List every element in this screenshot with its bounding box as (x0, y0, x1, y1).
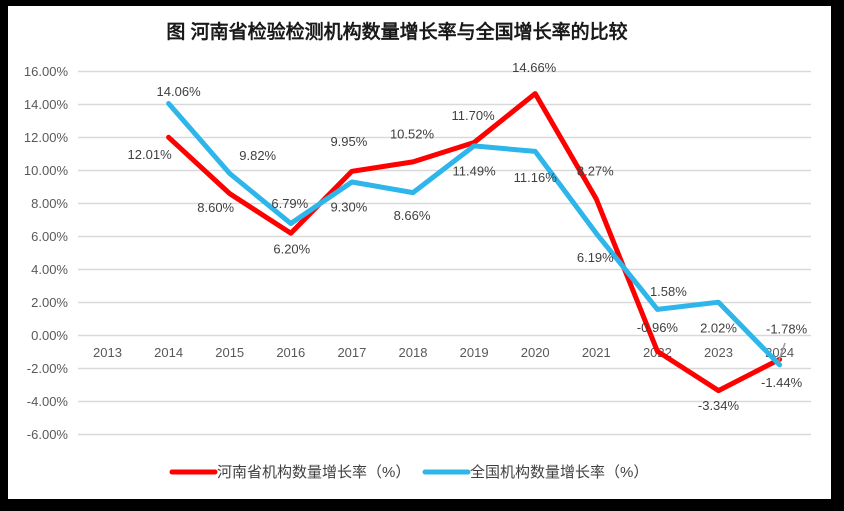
series-lines (166, 91, 783, 394)
x-axis-tick-label: 2014 (154, 345, 183, 360)
data-label: -1.44% (761, 375, 803, 390)
y-axis-tick-label: -6.00% (27, 427, 69, 442)
data-label: -3.34% (698, 398, 740, 413)
data-label: 6.19% (577, 250, 614, 265)
national-series-line (166, 101, 783, 368)
data-label: 11.49% (453, 163, 497, 178)
data-label: 2.02% (700, 321, 737, 336)
data-label: -1.78% (766, 321, 808, 336)
data-label: 1.58% (650, 284, 687, 299)
data-label: 8.27% (577, 164, 614, 179)
henan-series-line (166, 91, 783, 394)
x-axis-tick-label: 2015 (215, 345, 244, 360)
data-label: -0.96% (637, 320, 679, 335)
y-axis-tick-label: 8.00% (31, 196, 68, 211)
data-label: 6.79% (271, 196, 308, 211)
x-axis-tick-label: 2019 (460, 345, 489, 360)
data-label: 11.16% (514, 170, 558, 185)
y-axis-tick-label: 14.00% (24, 97, 69, 112)
data-label: 8.66% (394, 208, 431, 223)
data-label: 9.30% (330, 200, 367, 215)
data-label: 9.95% (330, 134, 367, 149)
legend-label-henan: 河南省机构数量增长率（%） (217, 464, 410, 481)
x-axis-tick-label: 2021 (582, 345, 611, 360)
y-axis-tick-label: -2.00% (27, 361, 69, 376)
data-label: 12.01% (128, 147, 173, 162)
data-labels: 12.01% 8.60% 6.20% 9.95% 10.52% 11.70% 14.66% 8… (128, 60, 808, 413)
y-axis-tick-label: 4.00% (31, 262, 68, 277)
chart-area: 16.00% 14.00% 12.00% 10.00% 8.00% 6.00% 4.00% 2… (8, 6, 831, 499)
line-chart: 16.00% 14.00% 12.00% 10.00% 8.00% 6.00% 4.00% 2… (24, 20, 811, 481)
y-axis-tick-label: 0.00% (31, 328, 68, 343)
data-label: 8.60% (197, 200, 234, 215)
data-label: 11.70% (452, 108, 496, 123)
x-axis-tick-label: 2023 (704, 345, 733, 360)
x-axis-tick-label: 2020 (521, 345, 550, 360)
y-axis-tick-labels: 16.00% 14.00% 12.00% 10.00% 8.00% 6.00% 4.00% 2… (24, 64, 69, 442)
y-axis-tick-label: -4.00% (27, 394, 69, 409)
data-label: 6.20% (273, 242, 310, 257)
x-axis-tick-labels: 2013 2014 2015 2016 2017 2018 2019 2020 2021 2022… (93, 345, 794, 360)
data-label: 10.52% (390, 126, 435, 141)
x-axis-tick-label: 2013 (93, 345, 122, 360)
legend-label-national: 全国机构数量增长率（%） (470, 463, 648, 481)
stray-mark (777, 342, 786, 364)
y-axis-tick-label: 2.00% (31, 295, 68, 310)
x-axis-tick-label: 2016 (276, 345, 305, 360)
y-axis-tick-label: 10.00% (24, 163, 69, 178)
chart-title: 图 河南省检验检测机构数量增长率与全国增长率的比较 (166, 20, 627, 43)
x-axis-tick-label: 2017 (337, 345, 366, 360)
y-axis-tick-label: 16.00% (24, 64, 69, 79)
y-axis-tick-label: 6.00% (31, 229, 68, 244)
x-axis-tick-label: 2018 (399, 345, 428, 360)
data-label: 14.66% (512, 60, 557, 75)
data-label: 14.06% (157, 84, 202, 99)
data-label: 9.82% (239, 148, 276, 163)
y-axis-tick-label: 12.00% (24, 130, 69, 145)
legend: 河南省机构数量增长率（%） 全国机构数量增长率（%） (169, 463, 648, 481)
